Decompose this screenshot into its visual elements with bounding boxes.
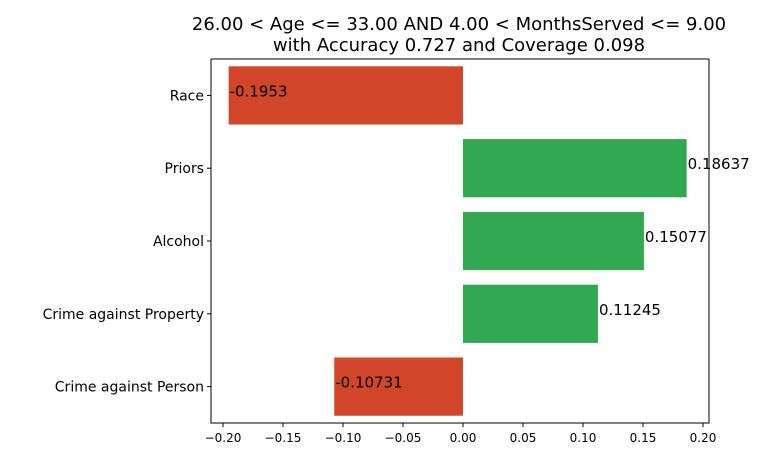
x-tick-label-6: 0.10 [570,431,597,445]
x-tick-label-5: 0.05 [510,431,537,445]
y-tick-label-3: Crime against Property [43,307,204,323]
y-tick-label-2: Alcohol [153,234,204,250]
y-tick-label-4: Crime against Person [55,380,204,396]
plot-area: Race -0.1953 Priors 0.18637 Alcohol 0.15077 Cr… [43,58,750,445]
bar-0 [228,66,463,125]
y-tick-label-1: Priors [165,161,204,177]
x-tick-label-7: 0.15 [630,431,657,445]
bar-2 [463,211,644,271]
x-tick-label-4: 0.00 [450,431,477,445]
data-label-1: 0.18637 [688,155,750,173]
data-label-2: 0.15077 [645,228,707,246]
chart-title-line-2: with Accuracy 0.727 and Coverage 0.098 [273,35,645,56]
x-tick-label-8: 0.20 [690,431,717,445]
chart-title-line-1: 26.00 < Age <= 33.00 AND 4.00 < MonthsSe… [192,14,726,35]
bar-1 [463,139,687,198]
y-tick-label-0: Race [170,88,204,104]
x-tick-label-1: −0.15 [265,431,302,445]
data-label-3: 0.11245 [599,301,661,319]
data-label-0: -0.1953 [230,82,288,100]
bar-4 [334,357,463,416]
x-tick-label-3: −0.05 [385,431,422,445]
x-tick-label-0: −0.20 [205,431,242,445]
plot-frame [210,58,710,424]
data-label-4: -0.10731 [335,374,402,392]
bar-3 [463,284,598,343]
x-tick-label-2: −0.10 [325,431,362,445]
